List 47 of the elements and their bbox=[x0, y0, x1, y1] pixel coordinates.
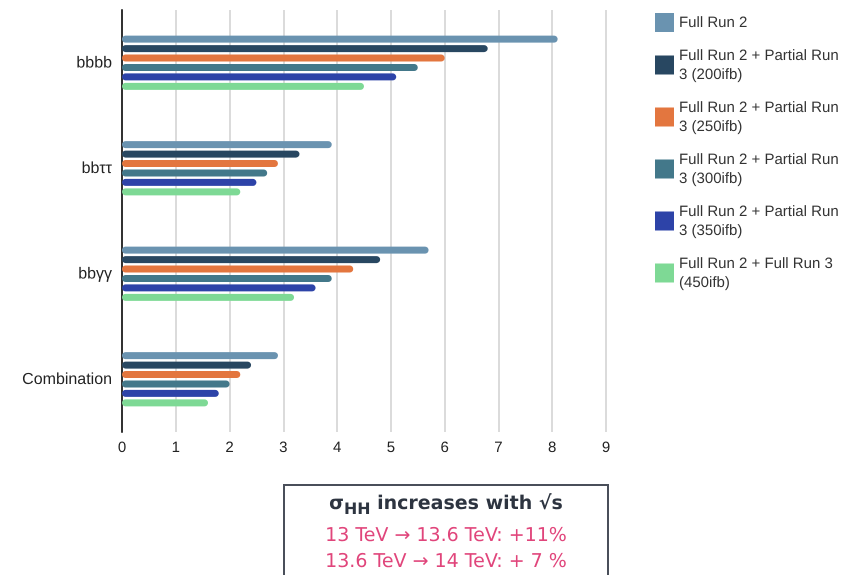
x-tick-label: 9 bbox=[602, 439, 610, 456]
legend-label: Full Run 2 + Partial Run 3 (200ifb) bbox=[679, 47, 843, 83]
bar bbox=[122, 36, 558, 43]
bar bbox=[122, 352, 278, 360]
bar bbox=[122, 284, 316, 292]
x-tick-label: 1 bbox=[172, 439, 180, 456]
text: 13.6 TeV → 14 TeV: + 7 % bbox=[324, 548, 568, 574]
bar bbox=[122, 169, 268, 176]
x-tick-label: 6 bbox=[440, 439, 449, 456]
bar bbox=[122, 54, 445, 62]
bar bbox=[122, 399, 208, 406]
bar bbox=[122, 45, 488, 52]
legend-label: Full Run 2 + Partial Run 3 (300ifb) bbox=[679, 151, 843, 187]
bar bbox=[122, 188, 240, 196]
bar bbox=[122, 390, 219, 397]
bar bbox=[122, 274, 332, 282]
x-tick-label: 7 bbox=[494, 439, 503, 456]
bar bbox=[122, 64, 418, 71]
y-tick-label: bbγγ bbox=[78, 265, 112, 282]
bar bbox=[122, 160, 278, 168]
x-tick-label: 3 bbox=[279, 439, 288, 456]
bar bbox=[122, 141, 332, 148]
bar bbox=[122, 150, 300, 158]
text: 13 TeV → 13.6 TeV: +11% bbox=[324, 522, 568, 548]
y-tick-label: Combination bbox=[22, 370, 112, 388]
text: σ$_{HH}$ increases with √s bbox=[328, 491, 564, 520]
x-tick-label: 2 bbox=[225, 439, 234, 456]
x-tick-label: 0 bbox=[118, 439, 126, 456]
bar bbox=[122, 73, 396, 80]
bar bbox=[122, 294, 294, 301]
y-tick-label: bbττ bbox=[82, 160, 113, 177]
y-tick-label: bbbb bbox=[76, 54, 112, 72]
legend-label: Full Run 2 + Full Run 3 (450ifb) bbox=[679, 255, 837, 291]
legend-label: Full Run 2 bbox=[679, 14, 748, 31]
bar bbox=[122, 266, 354, 273]
legend-label: Full Run 2 + Partial Run 3 (250ifb) bbox=[679, 99, 843, 135]
bar bbox=[122, 256, 380, 264]
bar bbox=[122, 82, 364, 90]
x-tick-label: 4 bbox=[332, 439, 342, 456]
bar bbox=[122, 380, 230, 388]
legend-label: Full Run 2 + Partial Run 3 (350ifb) bbox=[679, 203, 843, 239]
bar bbox=[122, 178, 256, 186]
bar bbox=[122, 362, 252, 369]
x-tick-label: 8 bbox=[548, 439, 556, 456]
x-tick-label: 5 bbox=[386, 439, 396, 456]
bar bbox=[122, 246, 429, 254]
bar bbox=[122, 371, 240, 378]
